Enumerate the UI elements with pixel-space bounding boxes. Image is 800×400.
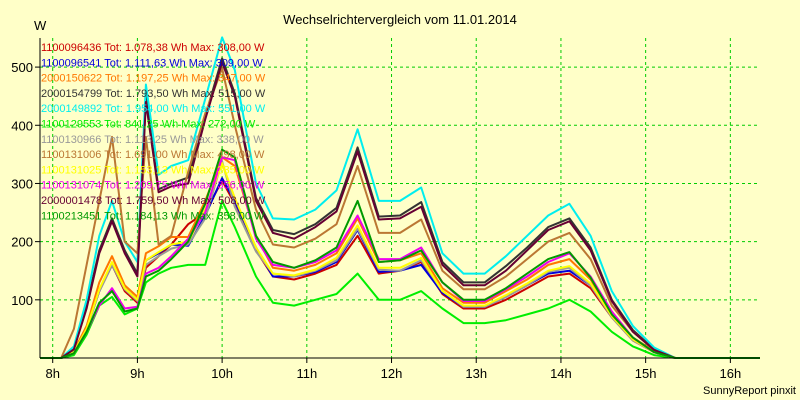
x-tick-label: 8h — [45, 366, 59, 381]
y-tick-label: 100 — [11, 293, 33, 308]
x-tick-label: 12h — [381, 366, 403, 381]
y-tick-label: 400 — [11, 118, 33, 133]
series-line-8 — [40, 67, 760, 359]
axes: 100 200 300 400 500 8h 9h 10h 11h 12h 13h 14h 15h 16h — [11, 38, 760, 381]
legend-entry-9: 1100131025 Tot: 1.153,13 Wh Max: 335,00 … — [41, 164, 265, 176]
legend-entry-8: 1100131006 Tot: 1.691,00 Wh Max: 498,00 … — [41, 149, 265, 161]
x-tick-label: 13h — [465, 366, 487, 381]
y-tick-label: 500 — [11, 60, 33, 75]
series-line-12 — [40, 148, 760, 359]
x-tick-label: 14h — [550, 366, 572, 381]
legend-entry-4: 2000154799 Tot: 1.793,50 Wh Max: 515,00 … — [41, 88, 266, 100]
legend-entry-5: 2000149892 Tot: 1.954,00 Wh Max: 551,00 … — [41, 103, 266, 115]
legend-entry-10: 1100131074 Tot: 1.209,75 Wh Max: 356,00 … — [41, 180, 265, 192]
series-line-5 — [40, 36, 760, 359]
y-axis-unit-label: W — [34, 18, 47, 33]
series-line-6 — [40, 199, 760, 359]
x-tick-label: 15h — [635, 366, 657, 381]
footer-credit: SunnyReport pinxit — [703, 385, 796, 397]
legend-entry-6: 1100129553 Tot: 841,25 Wh Max: 272,00 W — [41, 119, 256, 131]
y-tick-label: 200 — [11, 235, 33, 250]
chart-title: Wechselrichtervergleich vom 11.01.2014 — [283, 12, 517, 27]
x-tick-label: 10h — [211, 366, 233, 381]
y-tick-label: 300 — [11, 176, 33, 191]
x-tick-label: 11h — [296, 366, 317, 381]
legend: 1100096436 Tot: 1.078,38 Wh Max: 308,00 … — [41, 42, 266, 222]
legend-entry-3: 2000150622 Tot: 1.197,25 Wh Max: 347,00 … — [41, 73, 266, 85]
series-lines — [40, 36, 760, 359]
legend-entry-12: 1100213451 Tot: 1.184,13 Wh Max: 358,00 … — [41, 210, 265, 222]
series-line-9 — [40, 162, 760, 359]
x-tick-label: 9h — [130, 366, 144, 381]
legend-entry-1: 1100096436 Tot: 1.078,38 Wh Max: 308,00 … — [41, 42, 265, 54]
x-tick-label: 16h — [720, 366, 742, 381]
series-line-10 — [40, 156, 760, 359]
legend-entry-7: 1100130966 Tot: 1.113,25 Wh Max: 338,00 … — [41, 134, 264, 146]
legend-entry-2: 1100096541 Tot: 1.111,63 Wh Max: 309,00 … — [41, 57, 263, 69]
series-line-11 — [40, 61, 760, 359]
legend-entry-11: 2000001478 Tot: 1.759,50 Wh Max: 508,00 … — [41, 195, 266, 207]
